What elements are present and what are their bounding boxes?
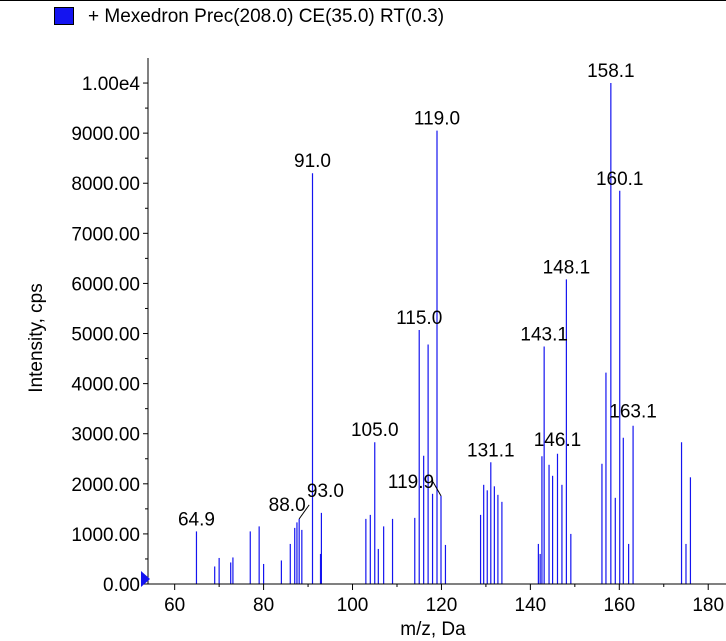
x-tick-label: 60	[164, 595, 185, 616]
peak-label: 131.1	[467, 440, 515, 461]
y-tick-label: 6000.00	[71, 274, 140, 295]
peak-label: 119.0	[414, 109, 460, 130]
peak-label: 160.1	[596, 169, 644, 190]
x-tick-label: 120	[426, 595, 458, 616]
peak-labels: 64.9 88.093.0 91.0 105.0 115.0 119.0 119.9 131.…	[178, 61, 657, 530]
peak-label: 115.0	[396, 308, 442, 329]
bar-series	[195, 83, 692, 584]
y-axis-title: Intensity, cps	[26, 283, 47, 392]
top-border	[0, 0, 726, 1]
peak-label-leader	[298, 504, 310, 520]
y-tick-label: 4000.00	[71, 375, 140, 396]
y-tick-label: 8000.00	[71, 174, 140, 195]
peak-label: 158.1	[587, 61, 635, 82]
x-tick-label: 80	[253, 595, 274, 616]
peak-label: 105.0	[351, 420, 399, 441]
cursor-marker-icon[interactable]	[141, 571, 150, 587]
y-tick-label: 0.00	[103, 575, 140, 596]
x-tick-label: 180	[692, 595, 724, 616]
peak-label: 88.0	[269, 495, 306, 516]
y-tick-label: 1000.00	[71, 525, 140, 546]
legend-swatch	[54, 7, 74, 25]
y-tick-label: 3000.00	[71, 425, 140, 446]
y-tick-label: 9000.00	[71, 124, 140, 145]
legend-label: + Mexedron Prec(208.0) CE(35.0) RT(0.3)	[88, 6, 445, 27]
peak-label: 93.0	[307, 481, 344, 502]
peak-label: 119.9	[388, 472, 434, 493]
peak-label: 148.1	[543, 257, 591, 278]
peak-label: 143.1	[520, 325, 568, 346]
peak-label: 163.1	[609, 402, 657, 423]
y-tick-label: 2000.00	[71, 475, 140, 496]
x-tick-label: 100	[337, 595, 369, 616]
peak-label: 146.1	[534, 430, 582, 451]
y-tick-label: 1.00e4	[82, 74, 141, 95]
x-axis-title: m/z, Da	[400, 619, 466, 640]
y-tick-label: 5000.00	[71, 325, 140, 346]
y-tick-label: 7000.00	[71, 224, 140, 245]
axes: 0.00 1000.00 2000.00 3000.00 4000.00 5000.00 6…	[71, 58, 726, 616]
x-tick-label: 160	[603, 595, 635, 616]
peak-label-leader	[432, 481, 442, 497]
peak-label: 91.0	[294, 151, 331, 172]
x-tick-label: 140	[515, 595, 547, 616]
peak-label: 64.9	[178, 509, 215, 530]
